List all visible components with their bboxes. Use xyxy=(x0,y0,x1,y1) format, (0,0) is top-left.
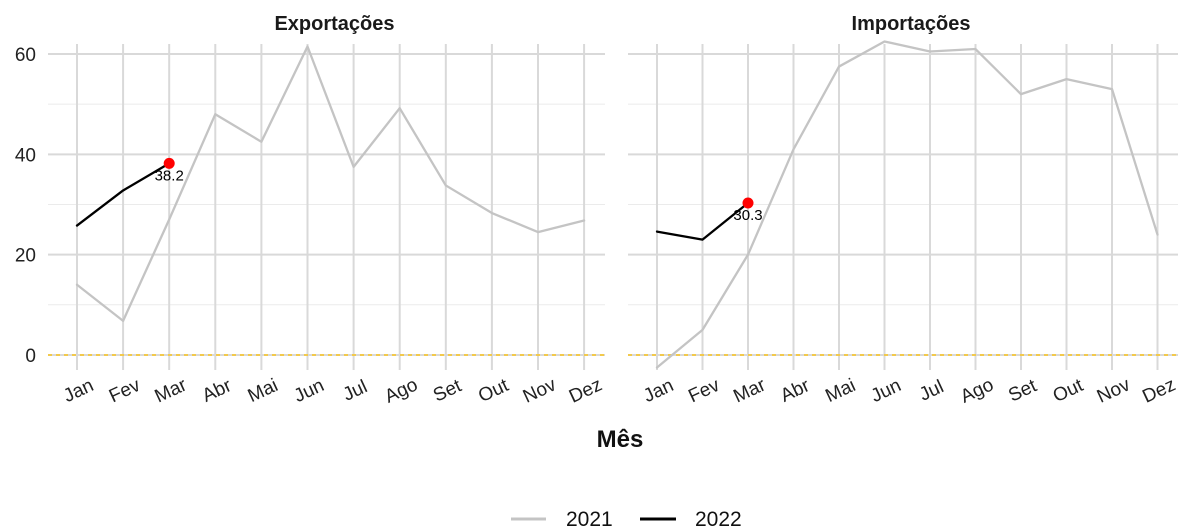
series-line-2022 xyxy=(75,162,171,227)
x-tick-label: Abr xyxy=(777,375,813,407)
panel-title: Exportações xyxy=(274,13,394,35)
y-tick-label: 60 xyxy=(15,45,36,66)
data-label: 30.3 xyxy=(733,207,762,224)
x-axis-label: Mês xyxy=(597,426,644,453)
x-tick-label: Out xyxy=(475,375,512,407)
x-tick-label: Ago xyxy=(957,374,997,407)
x-tick-label: Mar xyxy=(730,374,769,407)
y-tick-label: 20 xyxy=(15,246,36,267)
x-tick-label: Fev xyxy=(106,375,144,408)
series-line-2021 xyxy=(655,40,1159,369)
x-tick-label: Jan xyxy=(60,375,97,407)
x-tick-label: Nov xyxy=(1094,374,1134,408)
x-tick-label: Set xyxy=(1005,375,1040,406)
data-label: 38.2 xyxy=(155,167,184,184)
x-tick-label: Ago xyxy=(382,374,422,407)
y-axis: 0 20 40 60 xyxy=(15,45,36,367)
x-tick-label: Dez xyxy=(566,374,606,407)
highlight-point xyxy=(742,197,754,209)
highlight-point xyxy=(163,157,175,169)
x-tick-label: Jul xyxy=(916,376,947,405)
legend: 2021 2022 xyxy=(511,508,742,529)
series-line-2021 xyxy=(75,45,586,322)
panel-2: Importações 30.3 Jan Fev Mar Abr Mai Jun Jul Ago S… xyxy=(628,13,1178,408)
x-tick-label: Mai xyxy=(822,375,859,407)
series-line-2022 xyxy=(655,201,750,241)
x-tick-label: Mai xyxy=(245,375,282,407)
x-tick-label: Jul xyxy=(340,376,371,405)
legend-label-2021: 2021 xyxy=(566,508,613,529)
x-tick-label: Abr xyxy=(199,375,235,407)
y-tick-label: 40 xyxy=(15,145,36,166)
x-tick-label: Nov xyxy=(520,374,560,408)
x-tick-label: Dez xyxy=(1139,374,1178,407)
x-tick-label: Set xyxy=(430,375,465,406)
x-tick-label: Jan xyxy=(640,375,677,407)
x-tick-label: Jun xyxy=(291,375,328,407)
panel-title: Importações xyxy=(852,13,971,35)
y-tick-label: 0 xyxy=(25,346,36,367)
x-tick-label: Fev xyxy=(685,375,723,408)
x-tick-label: Out xyxy=(1050,375,1087,407)
x-tick-label: Mar xyxy=(152,374,191,407)
legend-label-2022: 2022 xyxy=(695,508,742,529)
panel-1: Exportações 38.2 Jan Fev Mar Abr Mai Jun Jul Ago S… xyxy=(48,13,606,408)
x-tick-label: Jun xyxy=(868,375,905,407)
